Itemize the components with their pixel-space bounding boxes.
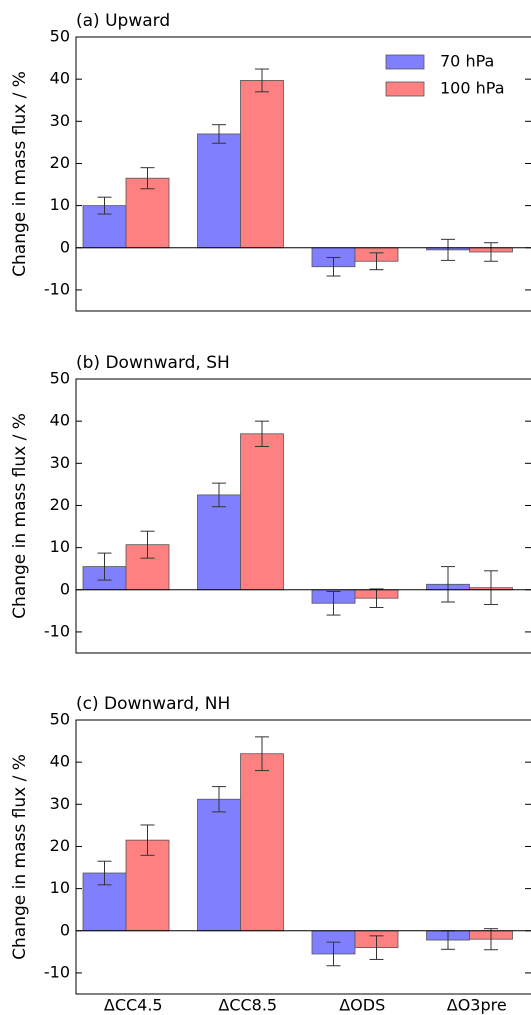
x-tick-label: ΔODS — [339, 996, 385, 1015]
y-tick-label: 10 — [50, 195, 70, 214]
y-tick-label: 40 — [50, 69, 70, 88]
x-tick-label: ΔCC8.5 — [218, 996, 277, 1015]
bar — [197, 798, 241, 932]
bar — [240, 753, 284, 932]
legend-label: 70 hPa — [440, 52, 494, 71]
y-tick-label: 20 — [50, 836, 70, 855]
y-tick-label: 20 — [50, 153, 70, 172]
legend-swatch — [385, 81, 425, 97]
plot-frame — [75, 36, 531, 312]
panel-title: (c) Downward, NH — [76, 694, 230, 714]
y-axis-label: Change in mass flux / % — [10, 413, 30, 619]
y-tick-label: 0 — [60, 237, 70, 256]
panel-title: (a) Upward — [76, 11, 170, 31]
y-tick-label: 30 — [50, 794, 70, 813]
y-axis-label: Change in mass flux / % — [10, 754, 30, 960]
y-tick-label: 0 — [60, 579, 70, 598]
x-tick-label: ΔCC4.5 — [104, 996, 163, 1015]
y-tick-label: -10 — [44, 621, 70, 640]
y-tick-label: 40 — [50, 752, 70, 771]
legend-swatch — [385, 54, 425, 70]
y-tick-label: -10 — [44, 279, 70, 298]
y-tick-label: -10 — [44, 962, 70, 981]
y-tick-label: 40 — [50, 411, 70, 430]
y-tick-label: 10 — [50, 878, 70, 897]
plot-frame — [75, 378, 531, 654]
y-tick-label: 10 — [50, 537, 70, 556]
panel-title: (b) Downward, SH — [76, 353, 230, 373]
y-tick-label: 50 — [50, 27, 70, 46]
bar — [197, 133, 241, 249]
bar — [240, 433, 284, 591]
y-tick-label: 30 — [50, 453, 70, 472]
plot-frame — [75, 719, 531, 995]
y-tick-label: 30 — [50, 111, 70, 130]
x-tick-label: ΔO3pre — [447, 996, 507, 1015]
y-tick-label: 20 — [50, 495, 70, 514]
y-tick-label: 0 — [60, 920, 70, 939]
y-tick-label: 50 — [50, 369, 70, 388]
y-tick-label: 50 — [50, 710, 70, 729]
y-axis-label: Change in mass flux / % — [10, 71, 30, 277]
bar — [197, 494, 241, 591]
legend-label: 100 hPa — [440, 79, 505, 98]
bar — [240, 80, 284, 249]
